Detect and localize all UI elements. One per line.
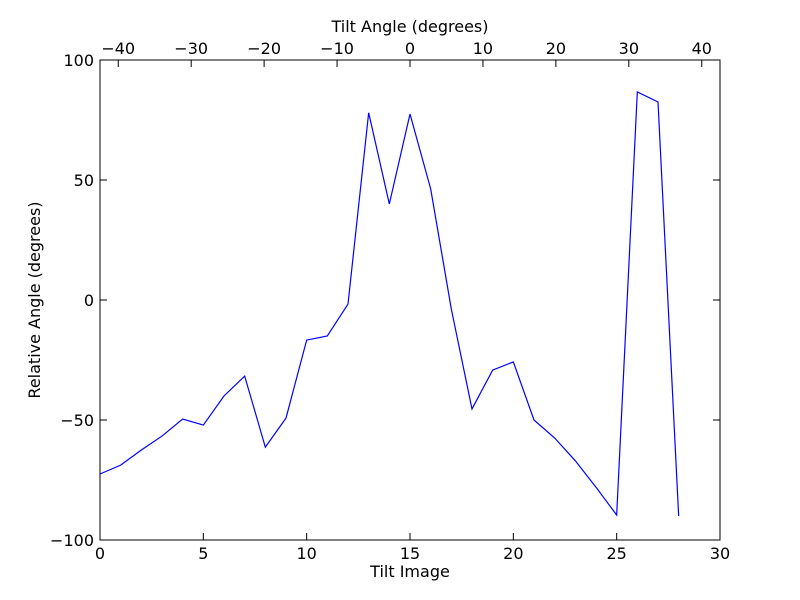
top-x-tick-label: 40 xyxy=(692,39,712,58)
top-x-tick-label: −10 xyxy=(320,39,354,58)
y-tick-label: 0 xyxy=(84,291,94,310)
y-tick-label: −100 xyxy=(50,531,94,550)
plot-frame xyxy=(99,59,721,541)
top-x-tick-label: −40 xyxy=(101,39,135,58)
top-x-tick-label: −30 xyxy=(174,39,208,58)
y-tick-label: −50 xyxy=(60,411,94,430)
x-tick-label: 5 xyxy=(198,544,208,563)
x-tick-label: 0 xyxy=(95,544,105,563)
top-x-tick-label: 0 xyxy=(405,39,415,58)
x-tick-label: 30 xyxy=(710,544,730,563)
x-axis-label: Tilt Image xyxy=(369,562,450,581)
x-tick-label: 15 xyxy=(400,544,420,563)
plot-area xyxy=(100,60,720,540)
y-axis-label: Relative Angle (degrees) xyxy=(25,201,44,398)
x-tick-label: 10 xyxy=(296,544,316,563)
top-x-tick-label: 20 xyxy=(546,39,566,58)
top-x-axis-label: Tilt Angle (degrees) xyxy=(330,17,488,36)
top-x-tick-label: 30 xyxy=(619,39,639,58)
x-tick-label: 25 xyxy=(606,544,626,563)
series-line-0 xyxy=(99,90,680,517)
x-tick-label: 20 xyxy=(503,544,523,563)
top-x-tick-label: −20 xyxy=(247,39,281,58)
series-layer xyxy=(99,90,680,517)
top-x-tick-label: 10 xyxy=(473,39,493,58)
tick-layer: 0 5 10 15 20 25 30−40 −30 −20 −10 0 10 20 30 40−100−50… xyxy=(50,39,730,563)
y-tick-label: 100 xyxy=(63,51,94,70)
y-tick-label: 50 xyxy=(74,171,94,190)
